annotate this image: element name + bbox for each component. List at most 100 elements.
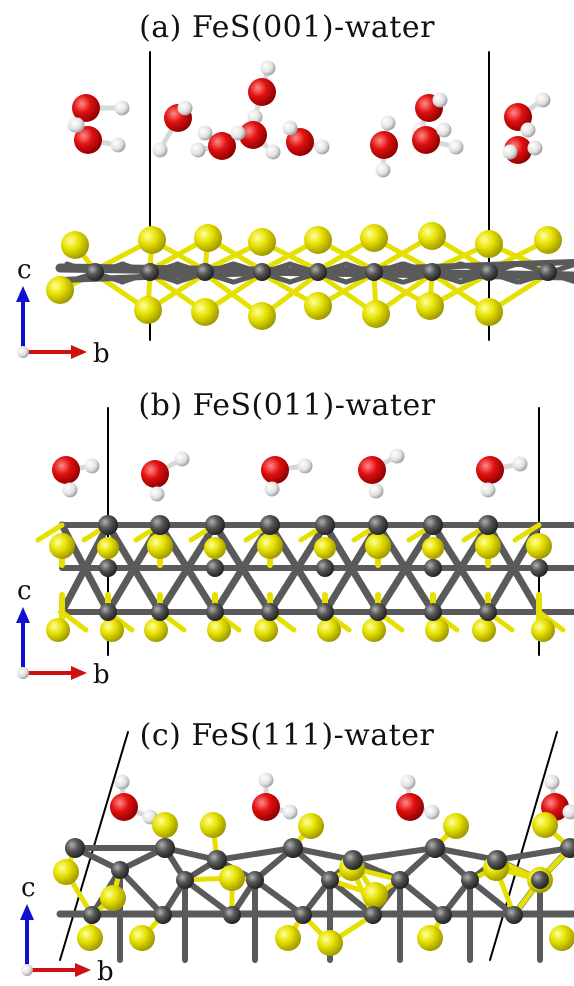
iron-atom	[461, 871, 479, 889]
oxygen-atom	[72, 94, 100, 122]
hydrogen-atom	[177, 100, 193, 116]
oxygen-atom	[208, 132, 236, 160]
hydrogen-atom	[260, 60, 276, 76]
hydrogen-atom	[544, 774, 560, 790]
panel-b: cb	[16, 407, 574, 690]
iron-atom	[205, 515, 225, 535]
hydrogen-atom	[258, 772, 274, 788]
iron-atom	[480, 263, 498, 281]
hydrogen-atom	[535, 92, 551, 108]
sulfur-atom	[443, 813, 469, 839]
oxygen-atom	[239, 121, 267, 149]
hydrogen-atom	[436, 122, 452, 138]
sulfur-atom	[417, 925, 443, 951]
hydrogen-atom	[282, 804, 298, 820]
oxygen-atom	[476, 456, 504, 484]
fe-fe-bond	[432, 845, 500, 863]
iron-atom	[246, 871, 264, 889]
sulfur-atom	[472, 618, 496, 642]
sulfur-atom	[100, 618, 124, 642]
sulfur-atom	[475, 230, 503, 258]
iron-atom	[98, 515, 118, 535]
iron-atom	[369, 603, 387, 621]
hydrogen-atom	[69, 117, 85, 133]
sulfur-atom	[53, 859, 79, 885]
sulfur-atom	[200, 812, 226, 838]
c-axis-arrowhead	[16, 286, 30, 302]
fe-fe-bond	[494, 845, 573, 863]
oxygen-atom	[396, 793, 424, 821]
iron-atom	[434, 906, 452, 924]
hydrogen-atom	[197, 125, 213, 141]
iron-atom	[176, 871, 194, 889]
sulfur-atom	[257, 533, 283, 559]
fe-s-bond	[35, 522, 65, 543]
iron-atom	[294, 906, 312, 924]
hydrogen-atom	[110, 137, 126, 153]
fe-fe-bond	[350, 845, 438, 863]
iron-atom	[321, 871, 339, 889]
oxygen-atom	[110, 793, 138, 821]
hydrogen-atom	[62, 482, 78, 498]
origin-sphere	[17, 346, 29, 358]
hydrogen-atom	[527, 140, 543, 156]
oxygen-atom	[370, 131, 398, 159]
iron-atom	[196, 263, 214, 281]
hydrogen-atom	[84, 458, 100, 474]
iron-atom	[99, 559, 117, 577]
sulfur-atom	[46, 618, 70, 642]
hydrogen-atom	[114, 100, 130, 116]
oxygen-atom	[252, 793, 280, 821]
sulfur-atom	[248, 228, 276, 256]
fe-s-bond	[536, 609, 566, 633]
panel-c-title: (c) FeS(111)-water	[139, 718, 435, 753]
b-axis-arrowhead	[71, 345, 87, 359]
sulfur-atom	[314, 537, 336, 559]
oxygen-atom	[52, 456, 80, 484]
iron-atom	[343, 850, 363, 870]
hydrogen-atom	[520, 122, 536, 138]
sulfur-atom	[304, 292, 332, 320]
hydrogen-atom	[174, 451, 190, 467]
sulfur-atom	[362, 300, 390, 328]
sulfur-atom	[77, 925, 103, 951]
iron-atom	[155, 838, 175, 858]
oxygen-atom	[74, 126, 102, 154]
hydrogen-atom	[190, 142, 206, 158]
sulfur-atom	[475, 298, 503, 326]
sulfur-atom	[49, 533, 75, 559]
iron-atom	[479, 603, 497, 621]
iron-atom	[86, 263, 104, 281]
origin-sphere	[17, 667, 29, 679]
panel-a: cb	[16, 51, 574, 369]
hydrogen-atom	[512, 456, 528, 472]
iron-atom	[487, 850, 507, 870]
sulfur-atom	[152, 812, 178, 838]
sulfur-atom	[254, 618, 278, 642]
hydrogen-atom	[432, 92, 448, 108]
iron-atom	[478, 515, 498, 535]
hydrogen-atom	[368, 483, 384, 499]
sulfur-atom	[534, 226, 562, 254]
c-axis-label: c	[17, 255, 32, 285]
iron-atom	[253, 263, 271, 281]
sulfur-atom	[531, 618, 555, 642]
hydrogen-atom	[480, 482, 496, 498]
hydrogen-atom	[380, 115, 396, 131]
fe-s-bond	[512, 522, 542, 543]
hydrogen-atom	[375, 162, 391, 178]
iron-atom	[150, 515, 170, 535]
fe-fe-bond	[214, 845, 296, 863]
iron-atom	[261, 603, 279, 621]
iron-atom	[206, 559, 224, 577]
c-axis-arrowhead	[20, 904, 34, 920]
iron-atom	[365, 263, 383, 281]
iron-atom	[283, 838, 303, 858]
iron-atom	[530, 559, 548, 577]
sulfur-atom	[97, 537, 119, 559]
sulfur-atom	[46, 276, 74, 304]
b-axis-label: b	[97, 957, 114, 986]
hydrogen-atom	[282, 120, 298, 136]
hydrogen-atom	[562, 804, 574, 820]
